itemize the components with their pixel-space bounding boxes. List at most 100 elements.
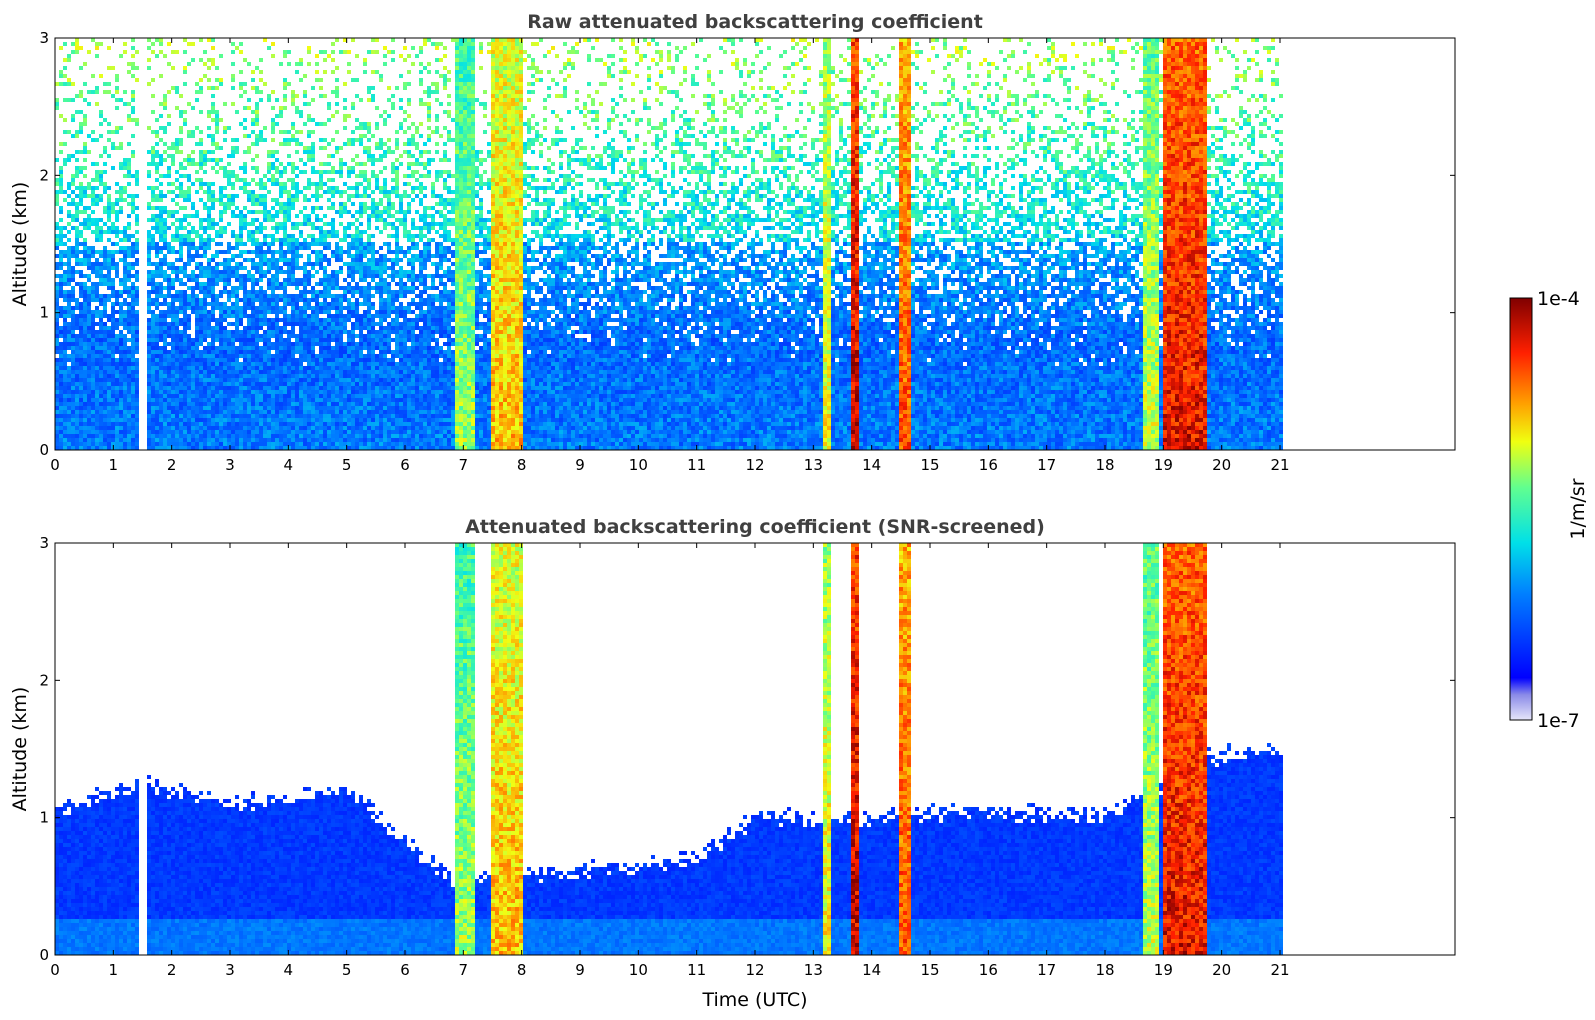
heatmap-cell xyxy=(203,250,207,254)
heatmap-cell xyxy=(247,422,251,426)
heatmap-cell xyxy=(367,182,371,186)
heatmap-cell xyxy=(307,414,311,418)
heatmap-cell xyxy=(235,366,239,370)
heatmap-cell xyxy=(119,98,123,102)
heatmap-cell xyxy=(87,314,91,318)
heatmap-cell xyxy=(219,426,223,430)
heatmap-cell xyxy=(279,338,283,342)
heatmap-cell xyxy=(359,254,363,258)
heatmap-cell xyxy=(171,142,175,146)
heatmap-cell xyxy=(243,434,247,438)
heatmap-cell xyxy=(311,274,315,278)
heatmap-cell xyxy=(163,142,167,146)
heatmap-cell xyxy=(223,426,227,430)
heatmap-cell xyxy=(259,210,263,214)
heatmap-cell xyxy=(151,374,155,378)
heatmap-cell xyxy=(307,322,311,326)
heatmap-cell xyxy=(251,426,255,430)
heatmap-cell xyxy=(87,358,91,362)
heatmap-cell xyxy=(187,238,191,242)
heatmap-cell xyxy=(59,282,63,286)
heatmap-cell xyxy=(103,186,107,190)
heatmap-cell xyxy=(275,210,279,214)
heatmap-cell xyxy=(91,342,95,346)
heatmap-cell xyxy=(335,130,339,134)
heatmap-cell xyxy=(307,374,311,378)
heatmap-cell xyxy=(351,398,355,402)
heatmap-cell xyxy=(343,342,347,346)
heatmap-cell xyxy=(219,306,223,310)
heatmap-cell xyxy=(187,414,191,418)
heatmap-cell xyxy=(111,334,115,338)
heatmap-cell xyxy=(307,178,311,182)
heatmap-cell xyxy=(203,354,207,358)
heatmap-cell xyxy=(159,322,163,326)
heatmap-cell xyxy=(263,82,267,86)
heatmap-cell xyxy=(231,306,235,310)
heatmap-cell xyxy=(303,322,307,326)
heatmap-cell xyxy=(179,258,183,262)
heatmap-cell xyxy=(155,194,159,198)
heatmap-cell xyxy=(187,306,191,310)
heatmap-cell xyxy=(199,350,203,354)
heatmap-cell xyxy=(243,82,247,86)
heatmap-cell xyxy=(279,414,283,418)
heatmap-cell xyxy=(295,298,299,302)
heatmap-cell xyxy=(103,278,107,282)
heatmap-cell xyxy=(367,318,371,322)
heatmap-cell xyxy=(287,318,291,322)
heatmap-cell xyxy=(359,98,363,102)
heatmap-cell xyxy=(83,402,87,406)
heatmap-cell xyxy=(227,274,231,278)
heatmap-cell xyxy=(163,410,167,414)
heatmap-cell xyxy=(207,382,211,386)
heatmap-cell xyxy=(83,258,87,262)
heatmap-cell xyxy=(171,190,175,194)
heatmap-cell xyxy=(183,166,187,170)
heatmap-cell xyxy=(103,326,107,330)
heatmap-cell xyxy=(55,274,59,278)
heatmap-cell xyxy=(151,162,155,166)
heatmap-cell xyxy=(175,322,179,326)
heatmap-cell xyxy=(179,142,183,146)
heatmap-cell xyxy=(287,250,291,254)
heatmap-cell xyxy=(275,202,279,206)
heatmap-cell xyxy=(339,202,343,206)
heatmap-cell xyxy=(323,138,327,142)
heatmap-cell xyxy=(131,378,135,382)
heatmap-cell xyxy=(211,374,215,378)
heatmap-cell xyxy=(127,326,131,330)
heatmap-cell xyxy=(107,250,111,254)
heatmap-cell xyxy=(159,42,163,46)
heatmap-cell xyxy=(107,386,111,390)
heatmap-cell xyxy=(339,214,343,218)
heatmap-cell xyxy=(311,394,315,398)
heatmap-cell xyxy=(367,338,371,342)
heatmap-cell xyxy=(207,438,211,442)
heatmap-cell xyxy=(335,358,339,362)
heatmap-cell xyxy=(259,198,263,202)
heatmap-cell xyxy=(95,434,99,438)
heatmap-cell xyxy=(247,106,251,110)
heatmap-cell xyxy=(283,310,287,314)
heatmap-cell xyxy=(271,238,275,242)
heatmap-cell xyxy=(171,246,175,250)
heatmap-cell xyxy=(195,90,199,94)
heatmap-cell xyxy=(227,422,231,426)
heatmap-cell xyxy=(115,294,119,298)
heatmap-cell xyxy=(127,430,131,434)
heatmap-cell xyxy=(183,406,187,410)
heatmap-cell xyxy=(259,442,263,446)
heatmap-cell xyxy=(359,386,363,390)
heatmap-cell xyxy=(223,266,227,270)
heatmap-cell xyxy=(203,254,207,258)
heatmap-cell xyxy=(79,354,83,358)
heatmap-cell xyxy=(279,130,283,134)
heatmap-cell xyxy=(95,90,99,94)
heatmap-cell xyxy=(275,334,279,338)
heatmap-cell xyxy=(355,162,359,166)
heatmap-cell xyxy=(263,374,267,378)
heatmap-cell xyxy=(255,362,259,366)
heatmap-cell xyxy=(271,214,275,218)
heatmap-cell xyxy=(347,390,351,394)
